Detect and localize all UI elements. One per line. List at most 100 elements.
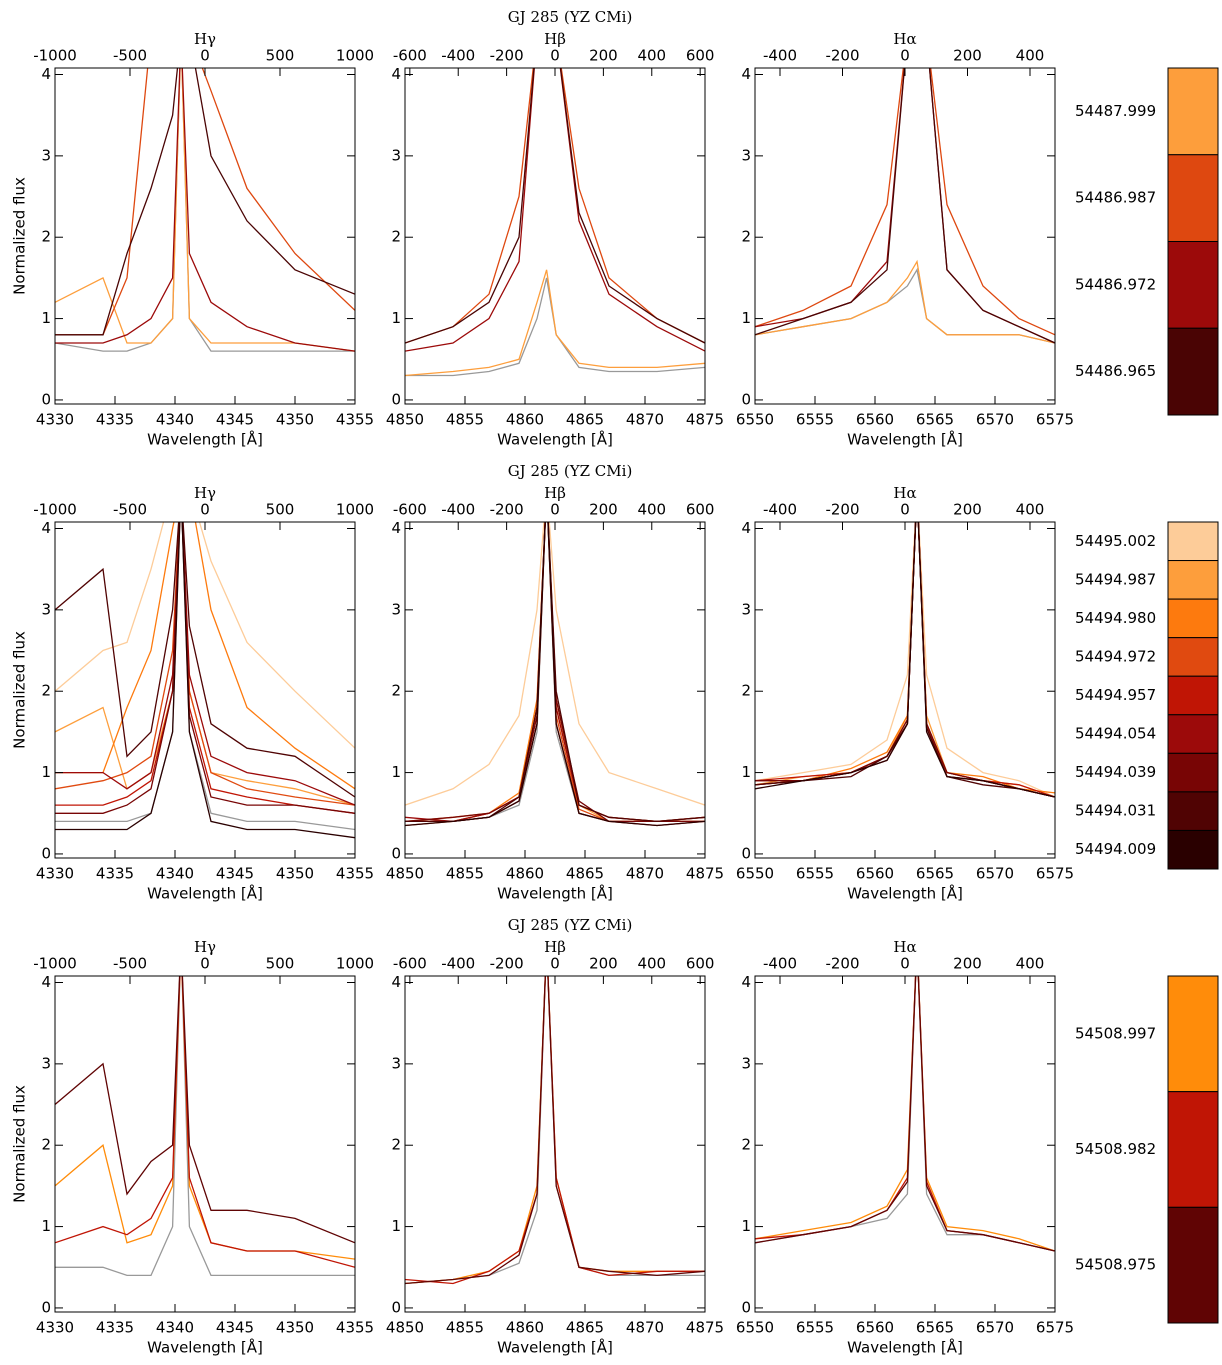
spectrum-line [755, 522, 1055, 798]
x2-tick-label: 500 [266, 955, 295, 973]
y-tick-label: 1 [741, 309, 751, 327]
x-tick-label: 4870 [626, 411, 664, 429]
x-axis-label: Wavelength [Å] [147, 884, 263, 903]
y-tick-label: 3 [391, 1054, 401, 1072]
x-tick-label: 4875 [686, 1319, 724, 1337]
x-tick-label: 4345 [216, 1319, 254, 1337]
x2-tick-label: -600 [393, 501, 427, 519]
x-tick-label: 6565 [916, 1319, 954, 1337]
legend-label: 54494.980 [1075, 609, 1156, 627]
x-tick-label: 6565 [916, 411, 954, 429]
legend-label: 54486.987 [1075, 189, 1156, 207]
spectrum-line [405, 522, 705, 823]
x-tick-label: 4865 [566, 1319, 604, 1337]
legend-label: 54495.002 [1075, 532, 1156, 550]
x-axis-label: Wavelength [Å] [847, 884, 963, 903]
spectrum-line [55, 522, 355, 806]
legend-label: 54486.965 [1075, 362, 1156, 380]
x-axis-label: Wavelength [Å] [147, 430, 263, 449]
y-tick-label: 3 [741, 600, 751, 618]
y-axis-label: Normalized flux [11, 1085, 29, 1203]
x-tick-label: 6560 [856, 411, 894, 429]
x-tick-label: 4330 [36, 1319, 74, 1337]
x2-tick-label: -1000 [33, 47, 77, 65]
spectrum-line [55, 522, 355, 831]
x-tick-label: 4355 [336, 865, 374, 883]
line-label: Hα [893, 938, 916, 956]
x2-tick-label: 200 [589, 501, 618, 519]
y-tick-label: 1 [391, 763, 401, 781]
x2-tick-label: -400 [763, 501, 797, 519]
spectrum-line [55, 976, 355, 1260]
spectrum-line [755, 522, 1055, 798]
y-tick-label: 1 [41, 763, 51, 781]
legend-label: 54508.975 [1075, 1256, 1156, 1274]
x-tick-label: 4865 [566, 411, 604, 429]
x-tick-label: 4875 [686, 865, 724, 883]
spectrum-line [755, 976, 1055, 1252]
y-tick-label: 4 [741, 65, 751, 83]
y-tick-label: 0 [391, 390, 401, 408]
x-tick-label: 4340 [156, 1319, 194, 1337]
y-tick-label: 4 [41, 973, 51, 991]
y-tick-label: 4 [391, 973, 401, 991]
spectrum-line [55, 976, 355, 1244]
y-tick-label: 3 [391, 600, 401, 618]
x-tick-label: 4855 [446, 865, 484, 883]
x-tick-label: 4850 [386, 1319, 424, 1337]
x-tick-label: 4345 [216, 865, 254, 883]
x2-tick-label: 0 [900, 501, 910, 519]
legend-label: 54494.039 [1075, 763, 1156, 781]
x2-tick-label: -200 [825, 955, 859, 973]
plot-area [755, 522, 1055, 798]
x2-tick-label: -400 [441, 955, 475, 973]
x-tick-label: 4335 [96, 865, 134, 883]
y-tick-label: 2 [741, 682, 751, 700]
x-tick-label: 4335 [96, 1319, 134, 1337]
x2-tick-label: -200 [490, 47, 524, 65]
legend-swatch [1167, 675, 1219, 716]
x2-tick-label: 200 [953, 47, 982, 65]
y-tick-label: 2 [41, 1136, 51, 1154]
x2-tick-label: -600 [393, 955, 427, 973]
x-tick-label: 4850 [386, 411, 424, 429]
x2-tick-label: 0 [200, 47, 210, 65]
x-tick-label: 4350 [276, 411, 314, 429]
spectrum-line [55, 68, 355, 336]
y-tick-label: 1 [41, 1217, 51, 1235]
plot-area [755, 976, 1055, 1252]
x-tick-label: 6550 [736, 1319, 774, 1337]
legend-swatch [1167, 241, 1219, 329]
legend-label: 54494.031 [1075, 802, 1156, 820]
spectrum-line [405, 277, 705, 377]
y-tick-label: 0 [741, 1298, 751, 1316]
x-axis-label: Wavelength [Å] [847, 430, 963, 449]
legend-label: 54487.999 [1075, 102, 1156, 120]
spectrum-line [405, 976, 705, 1285]
spectrum-line [55, 976, 355, 1268]
x2-tick-label: 400 [637, 47, 666, 65]
spectrum-line [55, 68, 355, 352]
y-tick-label: 4 [391, 519, 401, 537]
y-tick-label: 2 [741, 228, 751, 246]
x2-tick-label: 0 [550, 955, 560, 973]
y-tick-label: 1 [741, 763, 751, 781]
x-tick-label: 4850 [386, 865, 424, 883]
y-tick-label: 2 [41, 682, 51, 700]
legend-label: 54494.009 [1075, 840, 1156, 858]
legend-swatch [1167, 1206, 1219, 1324]
x2-tick-label: -400 [441, 47, 475, 65]
x2-tick-label: 1000 [336, 501, 374, 519]
y-tick-label: 2 [741, 1136, 751, 1154]
x-tick-label: 6555 [796, 411, 834, 429]
x-tick-label: 6555 [796, 1319, 834, 1337]
y-tick-label: 4 [741, 973, 751, 991]
y-tick-label: 4 [391, 65, 401, 83]
spectrum-line [55, 522, 355, 814]
x-tick-label: 6575 [1036, 865, 1074, 883]
x-tick-label: 4855 [446, 1319, 484, 1337]
x-tick-label: 4330 [36, 411, 74, 429]
x2-tick-label: -1000 [33, 501, 77, 519]
x2-tick-label: 1000 [336, 955, 374, 973]
y-tick-label: 0 [391, 844, 401, 862]
